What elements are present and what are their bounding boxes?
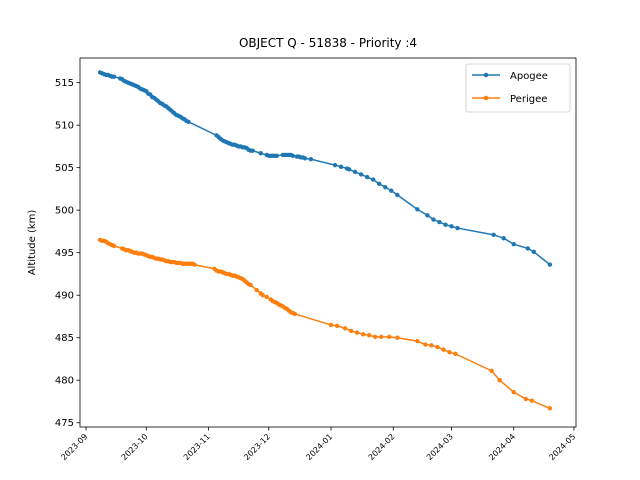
legend-marker-perigee: [483, 95, 489, 101]
data-point-apogee: [395, 192, 400, 198]
data-point-perigee: [372, 334, 378, 340]
data-point-perigee: [429, 343, 434, 348]
data-point-apogee: [511, 242, 516, 247]
y-tick-label: 475: [55, 418, 74, 429]
y-tick-label: 485: [55, 333, 74, 344]
data-point-apogee: [389, 188, 394, 193]
data-point-apogee: [338, 164, 344, 170]
data-point-apogee: [531, 249, 537, 255]
data-point-apogee: [274, 153, 279, 158]
data-point-apogee: [425, 213, 430, 218]
data-point-perigee: [423, 342, 428, 347]
data-point-apogee: [111, 74, 117, 79]
legend-label-apogee: Apogee: [510, 71, 548, 82]
data-point-apogee: [547, 262, 553, 267]
y-tick-label: 495: [55, 248, 74, 259]
data-point-perigee: [192, 262, 197, 267]
data-point-perigee: [360, 332, 366, 337]
data-point-apogee: [250, 148, 255, 153]
legend-label-perigee: Perigee: [510, 94, 547, 105]
data-point-apogee: [290, 153, 296, 158]
chart-title: OBJECT Q - 51838 - Priority :4: [239, 36, 417, 50]
y-tick-label: 500: [55, 206, 74, 217]
data-point-perigee: [354, 330, 360, 335]
data-point-perigee: [497, 378, 502, 383]
data-point-apogee: [383, 185, 388, 190]
data-point-perigee: [447, 349, 452, 355]
legend-marker-apogee: [483, 72, 489, 78]
y-tick-label: 480: [55, 376, 74, 387]
data-point-apogee: [415, 207, 420, 212]
data-point-perigee: [111, 243, 117, 249]
data-point-apogee: [431, 217, 436, 222]
data-point-apogee: [455, 225, 460, 231]
data-point-apogee: [443, 222, 448, 227]
data-point-perigee: [511, 389, 516, 395]
data-point-apogee: [437, 219, 442, 225]
data-point-perigee: [489, 368, 494, 374]
data-point-apogee: [352, 169, 358, 175]
data-point-perigee: [453, 351, 458, 357]
data-point-apogee: [258, 151, 263, 156]
data-point-apogee: [302, 156, 308, 161]
y-axis: 475 480 485 490 495 500 505 510 515: [55, 78, 80, 429]
y-tick-label: 505: [55, 163, 74, 174]
legend-box: [465, 63, 571, 113]
data-point-apogee: [332, 162, 338, 168]
data-point-apogee: [370, 177, 376, 182]
y-axis-label: Altitude (km): [27, 210, 38, 276]
data-point-apogee: [308, 156, 314, 162]
y-tick-label: 510: [55, 121, 74, 132]
data-point-apogee: [377, 181, 382, 187]
data-point-perigee: [264, 294, 269, 300]
data-point-apogee: [525, 246, 531, 251]
y-tick-label: 515: [55, 78, 74, 89]
data-point-perigee: [348, 328, 354, 334]
data-point-apogee: [346, 167, 352, 172]
data-point-perigee: [395, 335, 400, 340]
legend: Apogee Perigee: [465, 63, 571, 113]
plot-frame: [79, 57, 577, 428]
data-point-apogee: [364, 174, 370, 180]
data-point-perigee: [523, 396, 528, 402]
data-point-perigee: [254, 287, 259, 293]
data-point-perigee: [529, 398, 535, 403]
data-point-perigee: [435, 344, 440, 350]
data-point-apogee: [186, 119, 191, 124]
data-point-perigee: [334, 323, 340, 329]
data-point-perigee: [328, 322, 334, 328]
data-point-perigee: [342, 326, 348, 331]
data-point-perigee: [441, 347, 446, 352]
data-point-perigee: [248, 282, 253, 288]
data-point-perigee: [292, 311, 298, 317]
data-point-apogee: [501, 236, 506, 241]
data-point-perigee: [415, 338, 420, 344]
data-point-apogee: [491, 232, 496, 238]
data-point-perigee: [260, 293, 265, 298]
data-point-perigee: [547, 406, 553, 411]
y-tick-label: 490: [55, 291, 74, 302]
data-point-perigee: [366, 332, 372, 338]
data-point-perigee: [379, 334, 384, 340]
plot-area: [97, 70, 553, 411]
data-point-apogee: [449, 224, 454, 229]
data-point-apogee: [358, 172, 364, 177]
data-point-perigee: [387, 334, 392, 340]
